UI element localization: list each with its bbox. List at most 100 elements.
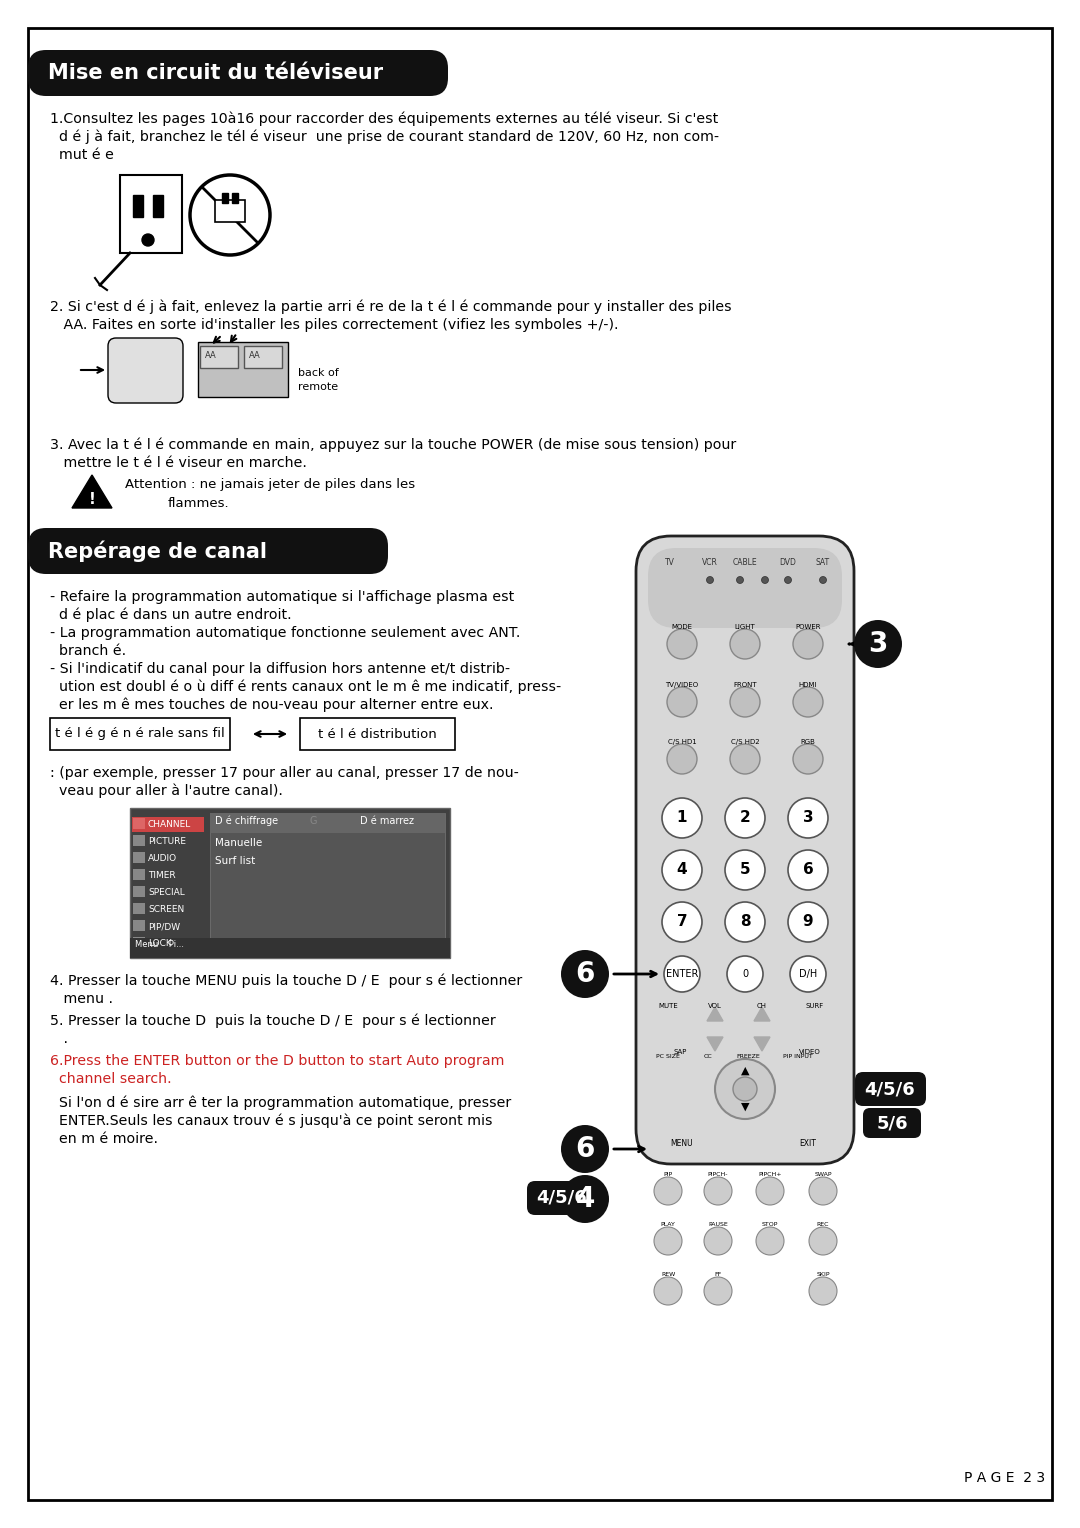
Circle shape (793, 630, 823, 659)
Text: 4: 4 (576, 1186, 595, 1213)
Text: veau pour aller à l'autre canal).: veau pour aller à l'autre canal). (50, 784, 283, 799)
Text: en m é moire.: en m é moire. (50, 1132, 158, 1146)
Text: PC SIZE: PC SIZE (656, 1054, 680, 1059)
Text: !: ! (89, 492, 95, 507)
Polygon shape (72, 475, 112, 507)
Bar (133, 834, 145, 847)
Circle shape (730, 688, 760, 717)
Text: DVD: DVD (780, 558, 796, 567)
Bar (50, 718, 230, 750)
Text: CABLE: CABLE (732, 558, 757, 567)
Bar (198, 342, 288, 397)
Text: REW: REW (661, 1271, 675, 1277)
Text: ENTER.Seuls les canaux trouv é s jusqu'à ce point seront mis: ENTER.Seuls les canaux trouv é s jusqu'à… (50, 1114, 492, 1129)
Circle shape (793, 688, 823, 717)
Polygon shape (754, 1007, 770, 1021)
Text: mettre le t é l é viseur en marche.: mettre le t é l é viseur en marche. (50, 455, 307, 471)
Circle shape (662, 902, 702, 941)
Circle shape (784, 576, 792, 584)
Text: branch é.: branch é. (50, 643, 126, 659)
Text: 8: 8 (740, 914, 751, 929)
Circle shape (761, 576, 769, 584)
Bar (133, 886, 145, 897)
Text: D é marrez: D é marrez (360, 816, 414, 827)
Circle shape (730, 744, 760, 775)
Circle shape (704, 1277, 732, 1305)
Circle shape (667, 744, 697, 775)
Circle shape (725, 850, 765, 889)
Text: SAP: SAP (673, 1050, 687, 1054)
Polygon shape (707, 1007, 723, 1021)
Circle shape (793, 744, 823, 775)
Circle shape (788, 902, 828, 941)
Text: 9: 9 (802, 914, 813, 929)
Text: er les m ê mes touches de nou-veau pour alterner entre eux.: er les m ê mes touches de nou-veau pour … (50, 698, 494, 712)
Polygon shape (707, 1038, 723, 1051)
Text: Si l'on d é sire arr ê ter la programmation automatique, presser: Si l'on d é sire arr ê ter la programmat… (50, 1096, 511, 1111)
Circle shape (788, 850, 828, 889)
Text: mut é e: mut é e (50, 148, 113, 162)
Text: AUDIO: AUDIO (148, 854, 177, 863)
Text: 7: 7 (677, 914, 687, 929)
Text: AA. Faites en sorte id'installer les piles correctement (vifiez les symboles +/-: AA. Faites en sorte id'installer les pil… (50, 318, 619, 332)
Text: MODE: MODE (672, 623, 692, 630)
Bar (232, 193, 238, 203)
Text: LIGHT: LIGHT (734, 623, 755, 630)
Text: 4/5/6: 4/5/6 (865, 1080, 916, 1099)
Bar (130, 938, 450, 958)
Text: Surf list: Surf list (215, 856, 255, 866)
Circle shape (190, 176, 270, 255)
Text: 5: 5 (740, 862, 751, 877)
Text: Repérage de canal: Repérage de canal (48, 541, 267, 562)
Text: 6: 6 (576, 960, 595, 989)
Circle shape (667, 630, 697, 659)
Circle shape (820, 576, 826, 584)
Text: 3. Avec la t é l é commande en main, appuyez sur la touche POWER (de mise sous t: 3. Avec la t é l é commande en main, app… (50, 439, 737, 452)
Bar (244, 345, 282, 368)
Text: - Si l'indicatif du canal pour la diffusion hors antenne et/t distrib-: - Si l'indicatif du canal pour la diffus… (50, 662, 510, 675)
Bar (132, 817, 204, 833)
Circle shape (561, 1175, 609, 1222)
Text: STOP: STOP (761, 1222, 779, 1227)
Circle shape (809, 1227, 837, 1254)
Text: PIP: PIP (663, 1172, 673, 1177)
FancyBboxPatch shape (863, 1108, 921, 1138)
Circle shape (730, 630, 760, 659)
Text: channel search.: channel search. (50, 1073, 172, 1086)
Text: t é l é g é n é rale sans fil: t é l é g é n é rale sans fil (55, 727, 225, 741)
Circle shape (788, 798, 828, 837)
Text: d é plac é dans un autre endroit.: d é plac é dans un autre endroit. (50, 608, 292, 622)
Text: PIP INPUT: PIP INPUT (783, 1054, 813, 1059)
Circle shape (809, 1277, 837, 1305)
Circle shape (654, 1227, 681, 1254)
Text: menu .: menu . (50, 992, 113, 1005)
Circle shape (725, 798, 765, 837)
Circle shape (667, 688, 697, 717)
Circle shape (733, 1077, 757, 1102)
Bar (133, 853, 145, 863)
Circle shape (727, 957, 762, 992)
Text: 1: 1 (677, 810, 687, 825)
Circle shape (789, 957, 826, 992)
Bar (300, 718, 455, 750)
Text: PIPCH-: PIPCH- (707, 1172, 728, 1177)
Text: PAUSE: PAUSE (708, 1222, 728, 1227)
Text: Manuelle: Manuelle (215, 837, 262, 848)
Circle shape (809, 1177, 837, 1206)
Text: 4. Presser la touche MENU puis la touche D / E  pour s é lectionner: 4. Presser la touche MENU puis la touche… (50, 973, 523, 989)
Text: 3: 3 (868, 630, 888, 659)
Circle shape (662, 798, 702, 837)
FancyBboxPatch shape (108, 338, 183, 403)
Text: TIMER: TIMER (148, 871, 176, 880)
Polygon shape (754, 1038, 770, 1051)
Bar (120, 176, 183, 254)
Bar (153, 196, 163, 217)
Text: SAT: SAT (815, 558, 831, 567)
Circle shape (756, 1177, 784, 1206)
Bar (210, 813, 445, 833)
Circle shape (664, 957, 700, 992)
Text: PIPCH+: PIPCH+ (758, 1172, 782, 1177)
Text: FRONT: FRONT (733, 681, 757, 688)
Text: flammes.: flammes. (168, 497, 230, 510)
Text: VIDEO: VIDEO (799, 1050, 821, 1054)
